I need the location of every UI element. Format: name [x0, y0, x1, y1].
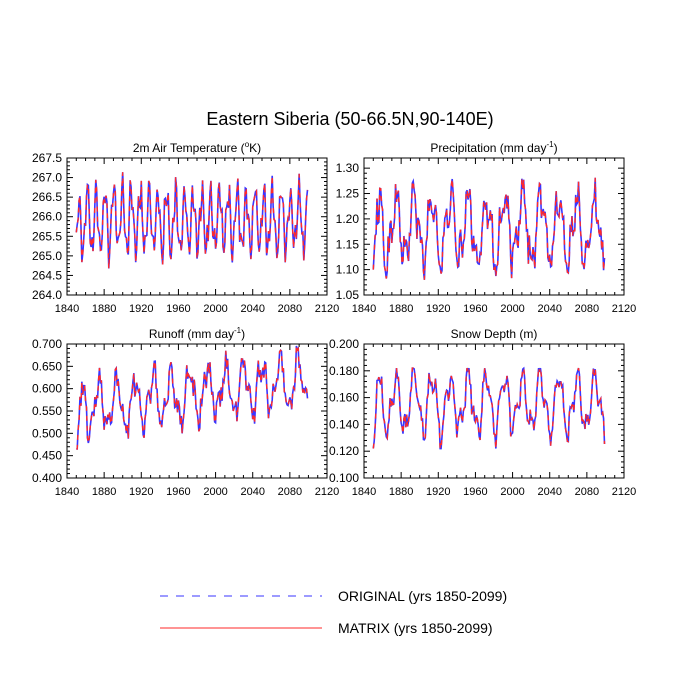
x-tick-label-temperature: 2040: [240, 303, 264, 315]
series-matrix-precipitation: [372, 177, 606, 280]
panel-title-snow-depth: Snow Depth (m): [451, 327, 538, 341]
x-tick-label-snow-depth: 1840: [352, 486, 376, 498]
y-tick-label-snow-depth: 0.120: [329, 444, 359, 458]
y-tick-label-temperature: 264.5: [32, 268, 62, 282]
y-tick-label-precipitation: 1.30: [336, 161, 360, 175]
y-tick-label-temperature: 267.0: [32, 171, 62, 185]
y-tick-label-snow-depth: 0.200: [329, 337, 359, 351]
legend-matrix-label: MATRIX (yrs 1850-2099): [338, 620, 493, 636]
y-tick-label-runoff: 0.400: [32, 471, 62, 485]
y-tick-label-temperature: 266.0: [32, 210, 62, 224]
series-original-temperature: [75, 172, 309, 269]
y-tick-label-precipitation: 1.15: [336, 237, 360, 251]
x-tick-label-runoff: 1880: [92, 486, 116, 498]
plot-frame-precipitation: [363, 157, 625, 296]
series-original-runoff: [76, 345, 309, 450]
panel-temperature: 2m Air Temperature (oK) 1840 1880 1920 1960 2…: [32, 140, 339, 315]
x-tick-label-precipitation: 2120: [612, 303, 636, 315]
y-tick-label-snow-depth: 0.160: [329, 391, 359, 405]
y-tick-label-runoff: 0.600: [32, 382, 62, 396]
x-tick-label-runoff: 2120: [315, 486, 339, 498]
x-tick-label-runoff: 2080: [278, 486, 302, 498]
plot-frame-temperature: [66, 157, 328, 296]
y-tick-label-temperature: 266.5: [32, 190, 62, 204]
x-tick-label-precipitation: 1920: [426, 303, 450, 315]
x-tick-label-snow-depth: 2000: [500, 486, 524, 498]
series-original-precipitation: [372, 177, 606, 280]
panel-title-precipitation: Precipitation (mm day-1): [430, 140, 557, 155]
panel-snow-depth: Snow Depth (m) 1840 1880 1920 1960 2000 2040 20…: [329, 327, 636, 498]
x-tick-label-temperature: 1960: [166, 303, 190, 315]
panel-precipitation: Precipitation (mm day-1) 1840 1880 1920 1960…: [336, 140, 637, 315]
x-tick-label-snow-depth: 2120: [612, 486, 636, 498]
panel-runoff: Runoff (mm day-1) 1840 1880 1920 1960 2000 204…: [32, 326, 339, 498]
x-tick-label-runoff: 1920: [129, 486, 153, 498]
y-tick-label-runoff: 0.500: [32, 426, 62, 440]
x-tick-label-precipitation: 2040: [537, 303, 561, 315]
y-tick-label-snow-depth: 0.100: [329, 471, 359, 485]
y-tick-label-precipitation: 1.05: [336, 288, 360, 302]
panel-title-runoff: Runoff (mm day-1): [149, 326, 245, 341]
y-tick-label-runoff: 0.700: [32, 337, 62, 351]
x-tick-label-temperature: 1880: [92, 303, 116, 315]
x-tick-label-runoff: 2000: [203, 486, 227, 498]
y-tick-label-snow-depth: 0.180: [329, 364, 359, 378]
y-tick-label-temperature: 265.5: [32, 229, 62, 243]
x-tick-label-precipitation: 1880: [389, 303, 413, 315]
series-original-snow-depth: [372, 366, 606, 450]
y-tick-label-runoff: 0.450: [32, 449, 62, 463]
x-tick-label-snow-depth: 1880: [389, 486, 413, 498]
panels: 2m Air Temperature (oK) 1840 1880 1920 1960 2…: [32, 140, 636, 498]
figure-title: Eastern Siberia (50-66.5N,90-140E): [206, 109, 493, 129]
x-tick-label-snow-depth: 2040: [537, 486, 561, 498]
x-tick-label-precipitation: 1840: [352, 303, 376, 315]
y-tick-label-snow-depth: 0.140: [329, 417, 359, 431]
x-tick-label-snow-depth: 1920: [426, 486, 450, 498]
y-tick-label-runoff: 0.650: [32, 359, 62, 373]
x-tick-label-temperature: 2080: [278, 303, 302, 315]
y-tick-label-precipitation: 1.10: [336, 263, 360, 277]
x-tick-label-runoff: 2040: [240, 486, 264, 498]
x-tick-label-snow-depth: 2080: [575, 486, 599, 498]
legend: ORIGINAL (yrs 1850-2099) MATRIX (yrs 185…: [160, 588, 507, 636]
x-tick-label-runoff: 1840: [55, 486, 79, 498]
y-tick-label-temperature: 267.5: [32, 151, 62, 165]
x-tick-label-temperature: 1840: [55, 303, 79, 315]
y-tick-label-temperature: 265.0: [32, 249, 62, 263]
y-tick-label-temperature: 264.0: [32, 288, 62, 302]
x-tick-label-precipitation: 2000: [500, 303, 524, 315]
plot-frame-snow-depth: [363, 343, 625, 479]
y-tick-label-precipitation: 1.25: [336, 187, 360, 201]
x-tick-label-temperature: 1920: [129, 303, 153, 315]
x-tick-label-precipitation: 2080: [575, 303, 599, 315]
x-tick-label-temperature: 2000: [203, 303, 227, 315]
panel-title-temperature: 2m Air Temperature (oK): [133, 140, 261, 155]
series-matrix-snow-depth: [372, 366, 606, 450]
legend-original-label: ORIGINAL (yrs 1850-2099): [338, 588, 507, 604]
series-matrix-runoff: [76, 345, 309, 450]
x-tick-label-snow-depth: 1960: [463, 486, 487, 498]
y-tick-label-runoff: 0.550: [32, 404, 62, 418]
x-tick-label-precipitation: 1960: [463, 303, 487, 315]
x-tick-label-temperature: 2120: [315, 303, 339, 315]
x-tick-label-runoff: 1960: [166, 486, 190, 498]
y-tick-label-precipitation: 1.20: [336, 212, 360, 226]
